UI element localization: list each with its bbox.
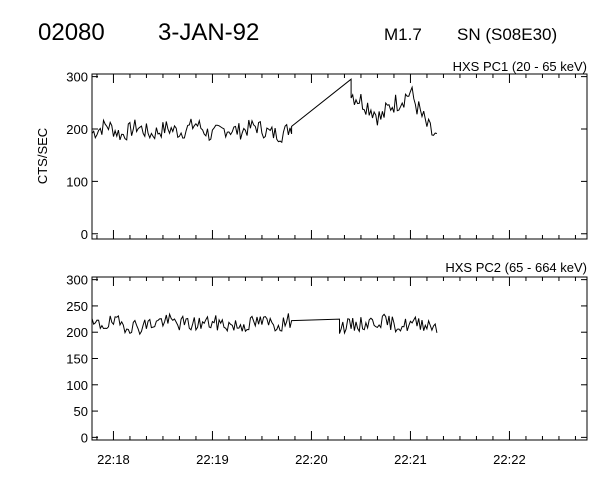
- panel-pc1: HXS PC1 (20 - 65 keV) CTS/SEC 0 100 200 300: [35, 59, 588, 242]
- pc1-ytick-label: 100: [66, 174, 88, 189]
- panel-pc2: HXS PC2 (65 - 664 keV) 0 50 100 150 200 250 30…: [66, 260, 588, 467]
- panel-pc1-ylabel: CTS/SEC: [35, 128, 50, 184]
- pc2-xtick-label: 22:18: [97, 452, 130, 467]
- pc2-xtick-label: 22:22: [493, 452, 526, 467]
- panel-pc2-frame: [91, 276, 588, 441]
- pc2-series-line: [91, 312, 438, 336]
- panel-pc2-title: HXS PC2 (65 - 664 keV): [445, 260, 587, 275]
- pc1-ytick-label: 200: [66, 122, 88, 137]
- pc2-ytick-label: 250: [66, 299, 88, 314]
- event-id: 02080: [38, 19, 105, 46]
- event-date: 3-JAN-92: [158, 19, 259, 46]
- panel-pc1-frame: [91, 73, 588, 240]
- flare-location: SN (S08E30): [457, 25, 557, 44]
- pc2-ytick-label: 100: [66, 378, 88, 393]
- pc2-ytick-label: 150: [66, 352, 88, 367]
- pc2-xtick-label: 22:21: [394, 452, 427, 467]
- panel-pc1-title: HXS PC1 (20 - 65 keV): [453, 59, 587, 74]
- pc2-xtick-label: 22:20: [295, 452, 328, 467]
- pc2-ytick-label: 50: [74, 404, 88, 419]
- flare-class: M1.7: [384, 25, 422, 44]
- pc1-ytick-label: 0: [81, 227, 88, 242]
- pc1-series-line: [91, 78, 438, 144]
- pc1-ytick-label: 300: [66, 70, 88, 85]
- pc2-ytick-label: 200: [66, 325, 88, 340]
- pc2-xtick-label: 22:19: [196, 452, 229, 467]
- pc2-ytick-label: 300: [66, 273, 88, 288]
- pc2-ytick-label: 0: [81, 430, 88, 445]
